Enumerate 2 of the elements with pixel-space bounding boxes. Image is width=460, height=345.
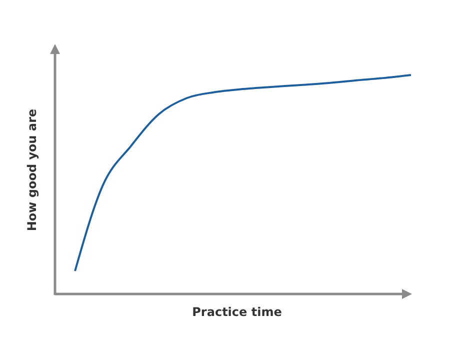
y-axis-title: How good you are <box>25 108 39 232</box>
x-axis-title: Practice time <box>192 305 282 319</box>
